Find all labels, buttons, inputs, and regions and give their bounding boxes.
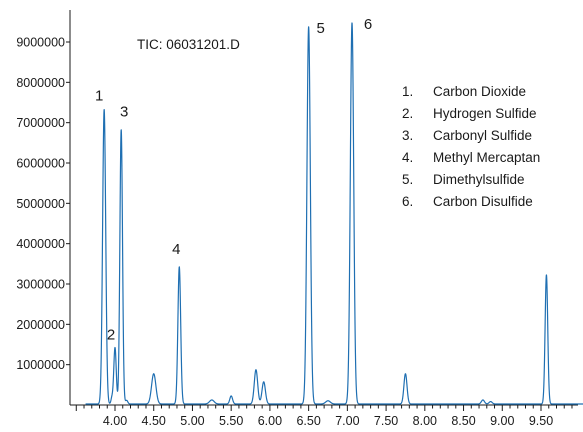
legend-number: 4. [402, 150, 413, 165]
y-tick-label: 9000000 [16, 36, 65, 50]
x-tick-label: 8.50 [451, 414, 475, 428]
x-tick-label: 9.00 [490, 414, 514, 428]
y-tick-label: 5000000 [16, 197, 65, 211]
y-tick-label: 2000000 [16, 318, 65, 332]
peak-label-2: 2 [107, 327, 115, 344]
peak-label-4: 4 [172, 241, 180, 258]
x-ticks-group: 4.00 4.50 5.00 5.50 6.00 6.50 7.00 7.50 8.00 8.50… [75, 405, 573, 428]
legend-entry: Methyl Mercaptan [433, 150, 540, 165]
legend-entry: Carbon Disulfide [433, 194, 533, 209]
x-tick-label: 7.50 [374, 414, 398, 428]
legend-entry: Carbon Dioxide [433, 84, 526, 99]
x-tick-label: 5.00 [180, 414, 204, 428]
legend-entry: Carbonyl Sulfide [433, 128, 532, 143]
legend-number: 2. [402, 106, 413, 121]
x-tick-label: 5.50 [219, 414, 243, 428]
peak-label-1: 1 [95, 88, 103, 105]
legend-entry: Dimethylsulfide [433, 172, 525, 187]
y-tick-label: 7000000 [16, 116, 65, 130]
x-tick-label: 8.00 [413, 414, 437, 428]
tic-trace-line [85, 22, 583, 405]
x-tick-label: 9.50 [529, 414, 553, 428]
y-tick-label: 4000000 [16, 237, 65, 251]
x-tick-label: 7.00 [335, 414, 359, 428]
x-tick-label: 4.50 [142, 414, 166, 428]
legend: 1. Carbon Dioxide 2. Hydrogen Sulfide 3. Carb… [402, 84, 540, 209]
y-tick-label: 8000000 [16, 76, 65, 90]
x-tick-label: 4.00 [103, 414, 127, 428]
y-tick-label: 3000000 [16, 278, 65, 292]
legend-number: 6. [402, 194, 413, 209]
legend-number: 3. [402, 128, 413, 143]
legend-number: 5. [402, 172, 413, 187]
y-tick-label: 1000000 [16, 358, 65, 372]
peak-label-6: 6 [364, 16, 372, 33]
y-ticks-group: 1000000 2000000 3000000 4000000 5000000 60000… [16, 36, 70, 372]
y-tick-label: 6000000 [16, 157, 65, 171]
peak-label-3: 3 [120, 104, 128, 121]
legend-number: 1. [402, 84, 413, 99]
legend-entry: Hydrogen Sulfide [433, 106, 537, 121]
peak-labels-group: 1 2 3 4 5 6 [95, 16, 372, 344]
x-tick-label: 6.00 [258, 414, 282, 428]
x-tick-label: 6.50 [296, 414, 320, 428]
tic-file-annotation: TIC: 06031201.D [137, 37, 240, 52]
peak-label-5: 5 [316, 20, 324, 37]
